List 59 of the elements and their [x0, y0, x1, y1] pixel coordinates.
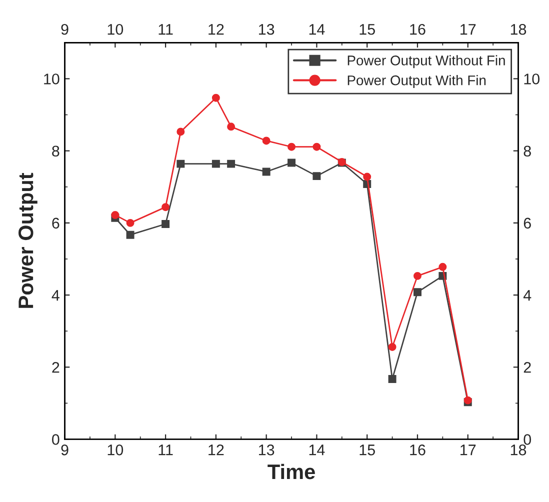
y-axis-title: Power Output: [18, 172, 38, 308]
point: [126, 230, 134, 239]
point: [312, 172, 321, 180]
y2-tick-label: 8: [524, 146, 531, 157]
legend-label: Power Output Without Fin: [348, 55, 505, 68]
x-tick-label: 17: [460, 444, 476, 456]
x2-tick-label: 15: [360, 24, 375, 35]
x-tick-label: 15: [360, 444, 375, 456]
legend-label: Power Output With Fin: [348, 75, 486, 88]
point: [176, 160, 185, 168]
point: [288, 158, 296, 167]
x-tick-label: 12: [208, 444, 224, 456]
point: [363, 172, 372, 181]
x2-tick-label: 16: [410, 24, 426, 35]
x2-tick-label: 9: [61, 24, 68, 35]
x2-tick-label: 14: [309, 24, 325, 35]
x-tick-label: 16: [410, 444, 426, 456]
point: [227, 122, 236, 131]
x-axis-title: Time: [268, 464, 315, 480]
point: [413, 272, 422, 280]
x2-tick-label: 11: [158, 24, 173, 35]
point: [111, 211, 120, 219]
point: [388, 342, 396, 351]
x2-tick-label: 12: [208, 24, 224, 35]
point: [227, 160, 236, 168]
x-tick-label: 18: [510, 444, 526, 456]
point: [162, 203, 170, 212]
x2-tick-label: 17: [460, 24, 476, 35]
point: [176, 128, 185, 136]
point: [262, 168, 270, 176]
point: [212, 160, 220, 168]
y-tick-label: 8: [52, 146, 60, 157]
point: [288, 142, 296, 151]
point: [126, 218, 134, 227]
y-tick-label: 2: [52, 362, 60, 373]
x-tick-label: 9: [61, 444, 68, 456]
point: [162, 220, 170, 228]
y2-tick-label: 2: [524, 362, 531, 373]
y-tick-label: 10: [44, 74, 60, 84]
point: [312, 142, 321, 151]
point: [438, 262, 447, 271]
x-tick-label: 13: [258, 444, 274, 456]
x2-tick-label: 10: [108, 24, 124, 35]
y-tick-label: 6: [52, 218, 60, 229]
y2-tick-label: 4: [523, 290, 532, 301]
point: [388, 375, 396, 384]
x-tick-label: 10: [108, 444, 124, 456]
point: [212, 94, 220, 102]
x-tick-label: 14: [309, 444, 325, 456]
x-tick-label: 11: [158, 444, 173, 456]
x2-tick-label: 13: [258, 24, 274, 35]
y-tick-label: 0: [52, 434, 60, 445]
x2-tick-label: 18: [510, 24, 526, 35]
y2-tick-label: 0: [524, 434, 532, 445]
point: [413, 288, 422, 296]
y2-tick-label: 10: [524, 74, 540, 84]
y-tick-label: 4: [52, 290, 60, 301]
point: [262, 136, 270, 145]
y2-tick-label: 6: [524, 218, 531, 229]
